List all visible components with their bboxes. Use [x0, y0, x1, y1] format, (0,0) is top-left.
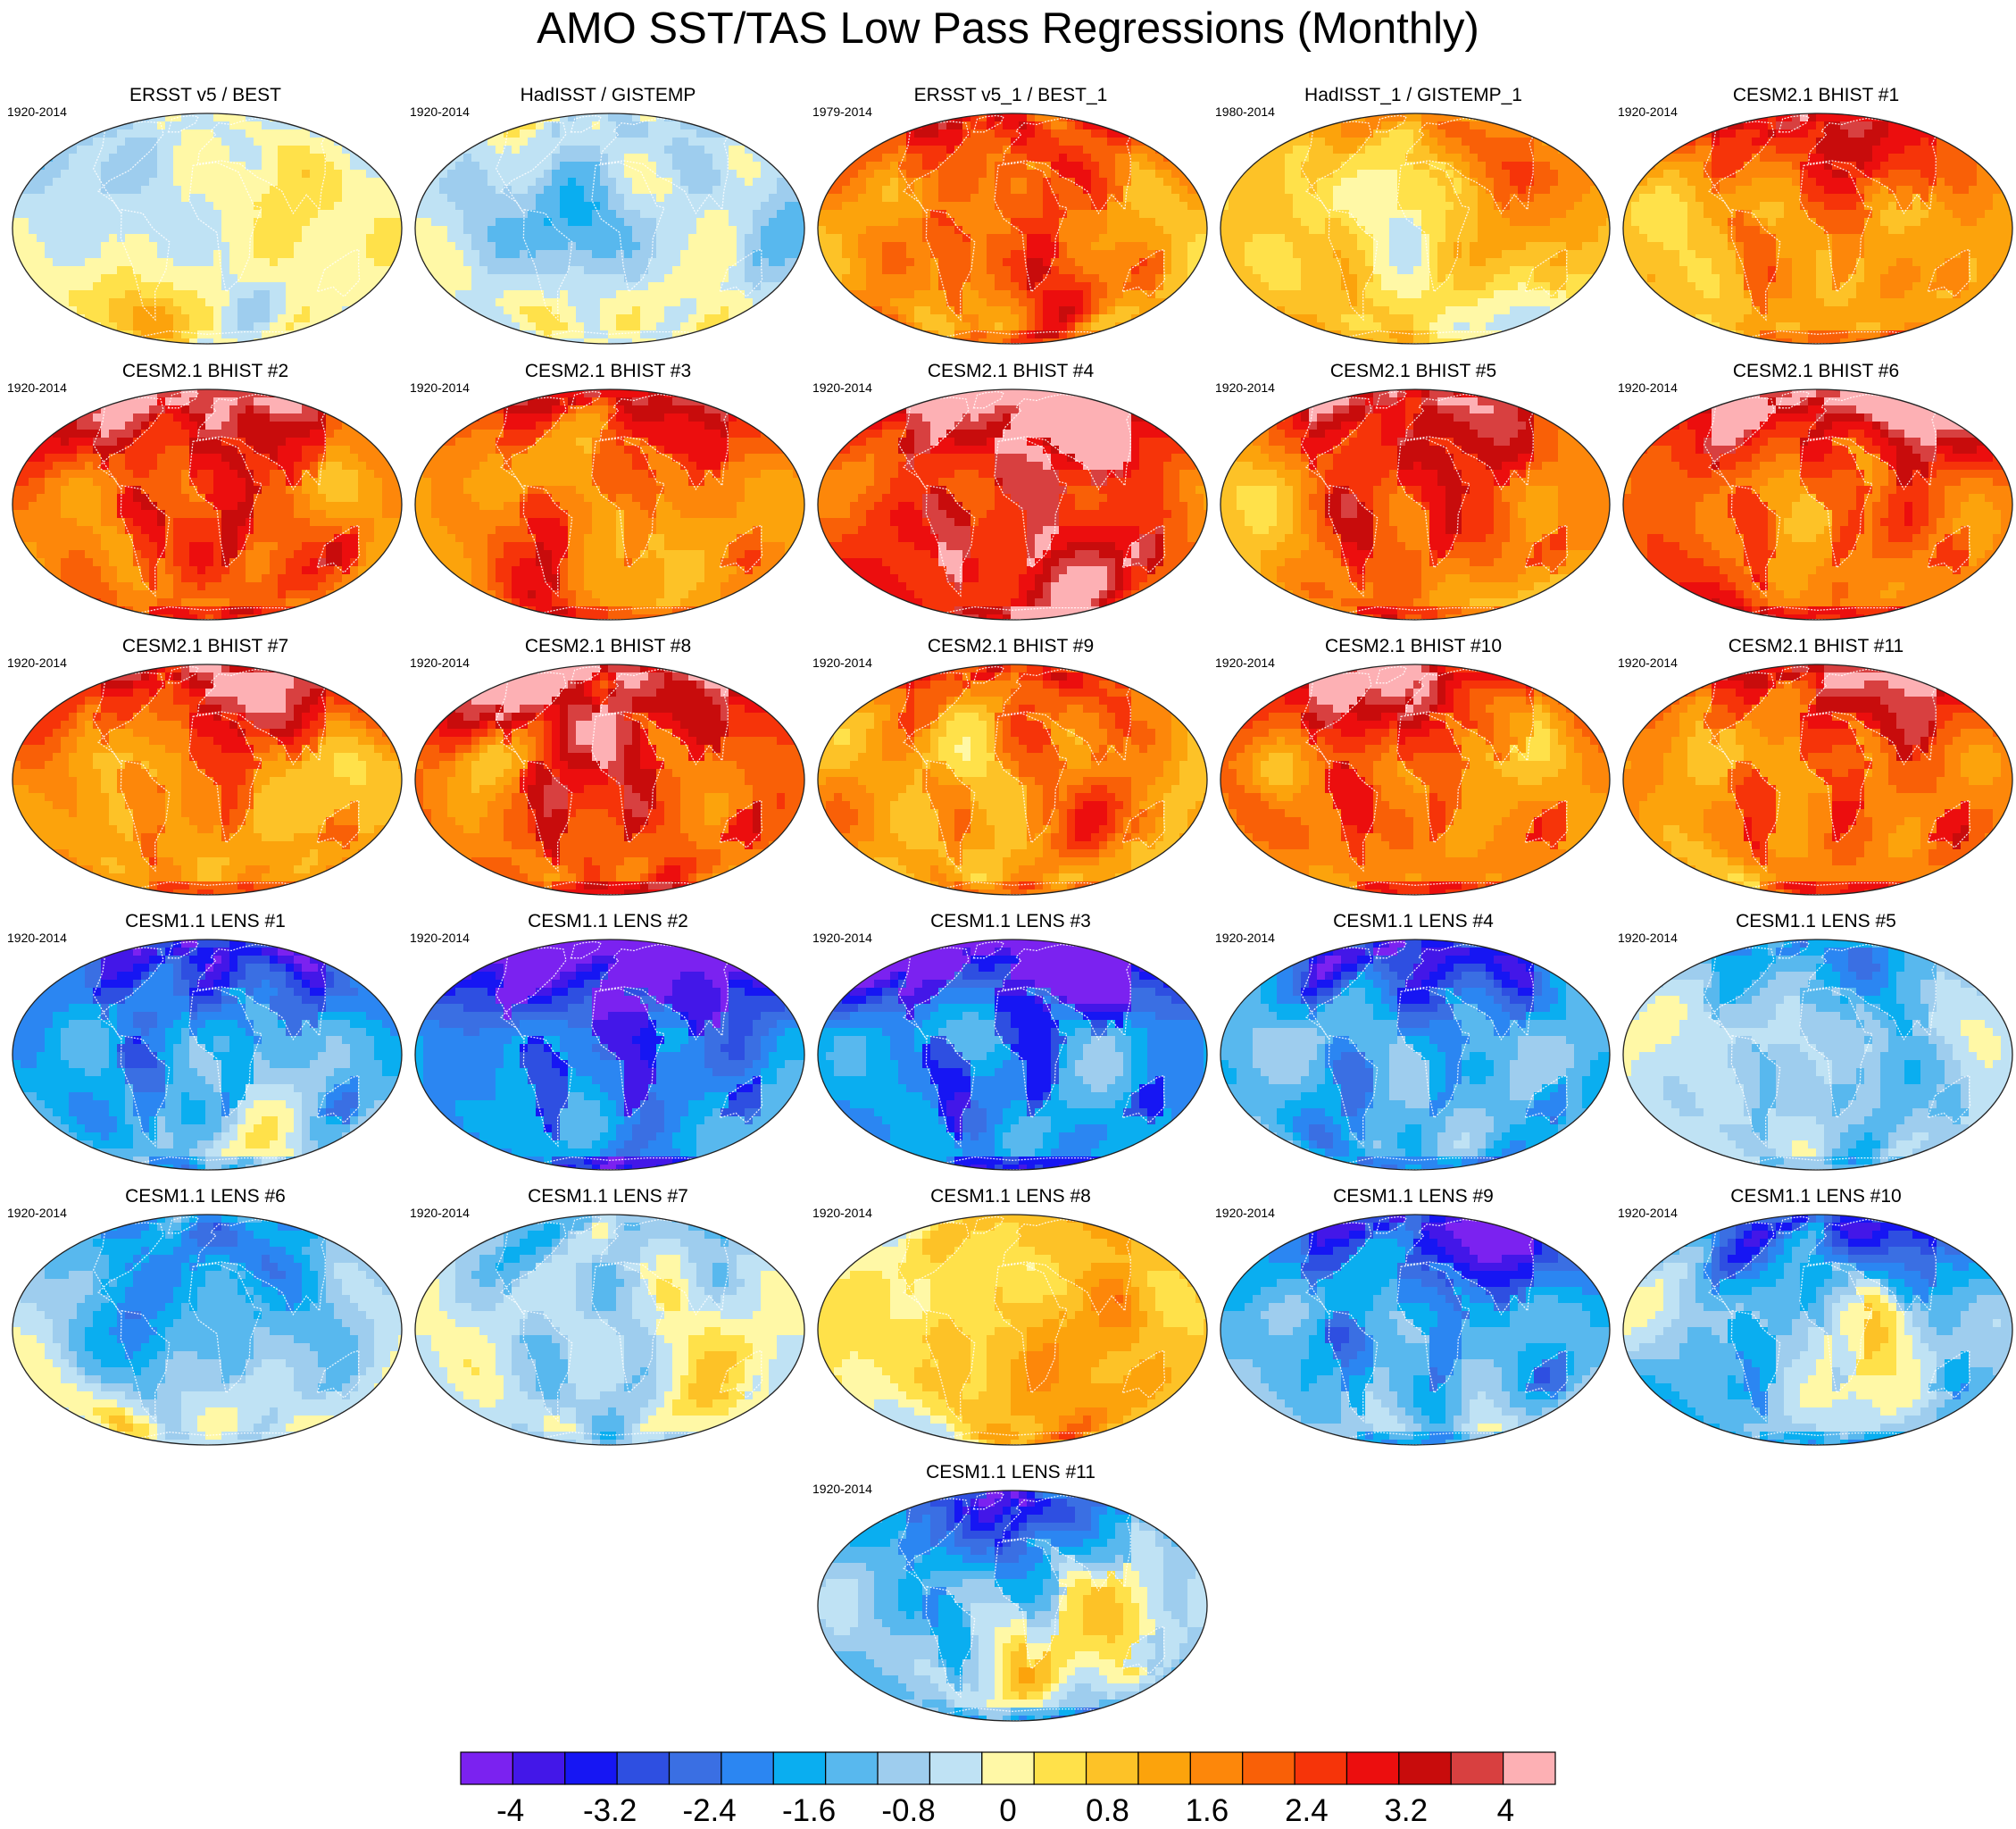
- map-field: [413, 1200, 806, 1454]
- map-field: [816, 650, 1209, 904]
- map-field: [1621, 925, 2014, 1179]
- map-field: [816, 925, 1209, 1179]
- colorbar-segment: [1138, 1752, 1190, 1784]
- colorbar-tick-label: 1.6: [1186, 1793, 1229, 1829]
- colorbar-tick-label: 0: [999, 1793, 1016, 1829]
- map-field: [11, 375, 404, 629]
- colorbar-segment: [773, 1752, 825, 1784]
- map-field: [816, 1200, 1209, 1454]
- map-field: [413, 925, 806, 1179]
- map-field: [1219, 925, 1612, 1179]
- colorbar-tick-label: 0.8: [1086, 1793, 1129, 1829]
- map-field: [11, 1200, 404, 1454]
- map-field: [816, 375, 1209, 629]
- map-field: [1219, 375, 1612, 629]
- colorbar-segment: [826, 1752, 878, 1784]
- colorbar-segment: [1346, 1752, 1398, 1784]
- map-field: [1219, 650, 1612, 904]
- colorbar-segment: [1451, 1752, 1503, 1784]
- map-field: [816, 1476, 1209, 1730]
- colorbar-segment: [565, 1752, 617, 1784]
- colorbar-segment: [721, 1752, 773, 1784]
- colorbar-segment: [1243, 1752, 1295, 1784]
- colorbar-segment: [1295, 1752, 1346, 1784]
- colorbar-tick-label: -2.4: [682, 1793, 736, 1829]
- map-field: [413, 375, 806, 629]
- map-field: [11, 650, 404, 904]
- colorbar-segment: [1087, 1752, 1138, 1784]
- colorbar-tick-label: -3.2: [583, 1793, 637, 1829]
- colorbar-tick-label: 2.4: [1285, 1793, 1329, 1829]
- map-field: [11, 99, 404, 353]
- colorbar-tick-label: -1.6: [782, 1793, 836, 1829]
- colorbar-segment: [1399, 1752, 1451, 1784]
- colorbar-tick-label: 4: [1497, 1793, 1514, 1829]
- map-field: [1219, 99, 1612, 353]
- map-field: [1621, 1200, 2014, 1454]
- colorbar-tick-label: -4: [496, 1793, 524, 1829]
- map-field: [1621, 375, 2014, 629]
- colorbar-segment: [617, 1752, 669, 1784]
- map-field: [413, 99, 806, 353]
- colorbar-segment: [1034, 1752, 1086, 1784]
- colorbar-segment: [929, 1752, 981, 1784]
- colorbar-segment: [512, 1752, 564, 1784]
- map-field: [1621, 650, 2014, 904]
- map-field: [413, 650, 806, 904]
- map-field: [1621, 99, 2014, 353]
- colorbar-segment: [461, 1752, 512, 1784]
- colorbar-segment: [1190, 1752, 1242, 1784]
- map-field: [1219, 1200, 1612, 1454]
- figure-title: AMO SST/TAS Low Pass Regressions (Monthl…: [0, 2, 2016, 55]
- colorbar-segment: [878, 1752, 929, 1784]
- colorbar-segment: [982, 1752, 1034, 1784]
- colorbar-tick-label: -0.8: [881, 1793, 935, 1829]
- colorbar-segment: [1504, 1752, 1555, 1784]
- map-field: [11, 925, 404, 1179]
- colorbar-tick-label: 3.2: [1384, 1793, 1428, 1829]
- map-field: [816, 99, 1209, 353]
- colorbar-segment: [670, 1752, 721, 1784]
